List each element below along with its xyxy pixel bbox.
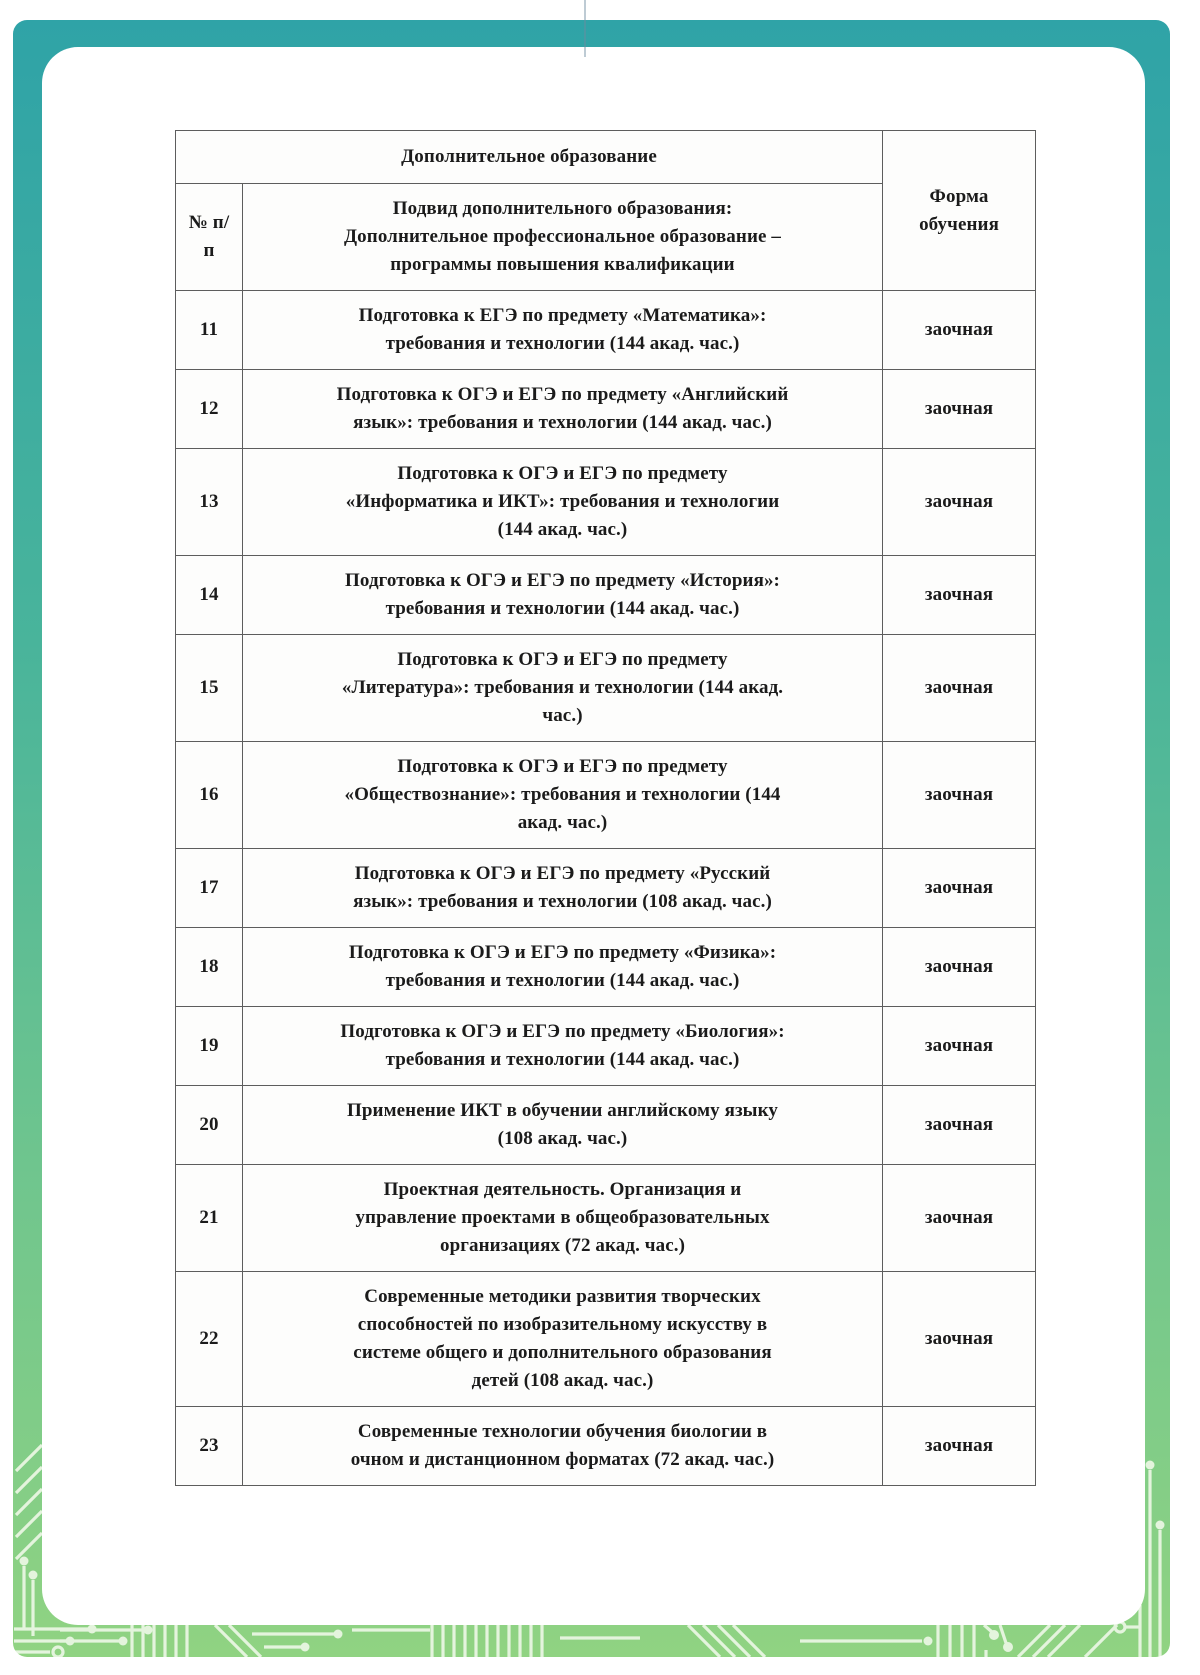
program-cell: Проектная деятельность. Организация и уп… bbox=[241, 1164, 884, 1272]
table-row: 12 Подготовка к ОГЭ и ЕГЭ по предмету «А… bbox=[175, 369, 1037, 449]
row-number-cell: 21 bbox=[175, 1164, 243, 1272]
column-header-num: № п/п bbox=[175, 183, 243, 291]
study-form-cell: заочная bbox=[882, 1271, 1037, 1407]
table-row: 23 Современные технологии обучения биоло… bbox=[175, 1406, 1037, 1486]
circuit-pattern-lines bbox=[14, 1443, 1162, 1659]
column-header-form: Форма обучения bbox=[882, 130, 1037, 291]
row-number-cell: 13 bbox=[175, 448, 243, 556]
program-cell: Подготовка к ОГЭ и ЕГЭ по предмету «Англ… bbox=[241, 369, 884, 449]
study-form-cell: заочная bbox=[882, 369, 1037, 449]
row-number-cell: 23 bbox=[175, 1406, 243, 1486]
row-number-cell: 11 bbox=[175, 290, 243, 370]
group-header-cell: Дополнительное образование bbox=[174, 130, 884, 184]
table-row: 15 Подготовка к ОГЭ и ЕГЭ по предмету «Л… bbox=[175, 634, 1037, 742]
scan-artifact-line bbox=[584, 0, 586, 57]
study-form-cell: заочная bbox=[882, 927, 1037, 1007]
table-row: 19 Подготовка к ОГЭ и ЕГЭ по предмету «Б… bbox=[175, 1006, 1037, 1086]
table-row: 18 Подготовка к ОГЭ и ЕГЭ по предмету «Ф… bbox=[175, 927, 1037, 1007]
table-row: 17 Подготовка к ОГЭ и ЕГЭ по предмету «Р… bbox=[175, 848, 1037, 928]
program-cell: Применение ИКТ в обучении английскому яз… bbox=[241, 1085, 884, 1165]
table-row: 11 Подготовка к ЕГЭ по предмету «Математ… bbox=[175, 290, 1037, 370]
study-form-cell: заочная bbox=[882, 634, 1037, 742]
study-form-cell: заочная bbox=[882, 1164, 1037, 1272]
table-row: 21 Проектная деятельность. Организация и… bbox=[175, 1164, 1037, 1272]
program-cell: Подготовка к ЕГЭ по предмету «Математика… bbox=[241, 290, 884, 370]
study-form-cell: заочная bbox=[882, 290, 1037, 370]
row-number-cell: 16 bbox=[175, 741, 243, 849]
row-number-cell: 18 bbox=[175, 927, 243, 1007]
row-number-cell: 22 bbox=[175, 1271, 243, 1407]
program-cell: Подготовка к ОГЭ и ЕГЭ по предмету «Лите… bbox=[241, 634, 884, 742]
study-form-cell: заочная bbox=[882, 1085, 1037, 1165]
study-form-cell: заочная bbox=[882, 555, 1037, 635]
row-number-cell: 15 bbox=[175, 634, 243, 742]
table-row: 22 Современные методики развития творчес… bbox=[175, 1271, 1037, 1407]
study-form-cell: заочная bbox=[882, 448, 1037, 556]
row-number-cell: 12 bbox=[175, 369, 243, 449]
program-cell: Подготовка к ОГЭ и ЕГЭ по предмету «Русс… bbox=[241, 848, 884, 928]
program-cell: Подготовка к ОГЭ и ЕГЭ по предмету «Инфо… bbox=[241, 448, 884, 556]
column-header-program: Подвид дополнительного образования: Допо… bbox=[241, 183, 884, 291]
study-form-cell: заочная bbox=[882, 1406, 1037, 1486]
table-group-header-row: Дополнительное образование Форма обучени… bbox=[174, 130, 1037, 291]
program-cell: Подготовка к ОГЭ и ЕГЭ по предмету «Физи… bbox=[241, 927, 884, 1007]
program-cell: Подготовка к ОГЭ и ЕГЭ по предмету «Обще… bbox=[241, 741, 884, 849]
row-number-cell: 20 bbox=[175, 1085, 243, 1165]
circuit-pattern-dots bbox=[19, 1460, 1165, 1652]
table-column-header-row: № п/п Подвид дополнительного образования… bbox=[175, 183, 1036, 291]
education-programs-table: Дополнительное образование Форма обучени… bbox=[174, 130, 1037, 1486]
program-cell: Подготовка к ОГЭ и ЕГЭ по предмету «Биол… bbox=[241, 1006, 884, 1086]
study-form-cell: заочная bbox=[882, 741, 1037, 849]
row-number-cell: 14 bbox=[175, 555, 243, 635]
study-form-cell: заочная bbox=[882, 1006, 1037, 1086]
table-row: 20 Применение ИКТ в обучении английскому… bbox=[175, 1085, 1037, 1165]
program-cell: Подготовка к ОГЭ и ЕГЭ по предмету «Исто… bbox=[241, 555, 884, 635]
row-number-cell: 17 bbox=[175, 848, 243, 928]
program-cell: Современные методики развития творческих… bbox=[241, 1271, 884, 1407]
table-row: 14 Подготовка к ОГЭ и ЕГЭ по предмету «И… bbox=[175, 555, 1037, 635]
table-row: 13 Подготовка к ОГЭ и ЕГЭ по предмету «И… bbox=[175, 448, 1037, 556]
table-row: 16 Подготовка к ОГЭ и ЕГЭ по предмету «О… bbox=[175, 741, 1037, 849]
row-number-cell: 19 bbox=[175, 1006, 243, 1086]
study-form-cell: заочная bbox=[882, 848, 1037, 928]
program-cell: Современные технологии обучения биологии… bbox=[241, 1406, 884, 1486]
